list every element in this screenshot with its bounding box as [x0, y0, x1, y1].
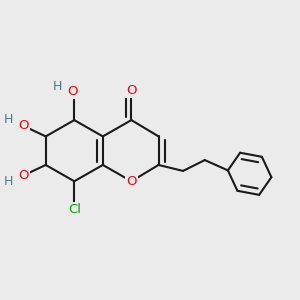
- Text: H: H: [4, 175, 13, 188]
- Text: Cl: Cl: [68, 203, 81, 216]
- Text: O: O: [68, 85, 78, 98]
- Text: O: O: [19, 119, 29, 132]
- Text: O: O: [126, 84, 136, 97]
- Text: H: H: [53, 80, 62, 93]
- Text: O: O: [126, 175, 136, 188]
- Text: O: O: [19, 169, 29, 182]
- Text: H: H: [4, 113, 13, 126]
